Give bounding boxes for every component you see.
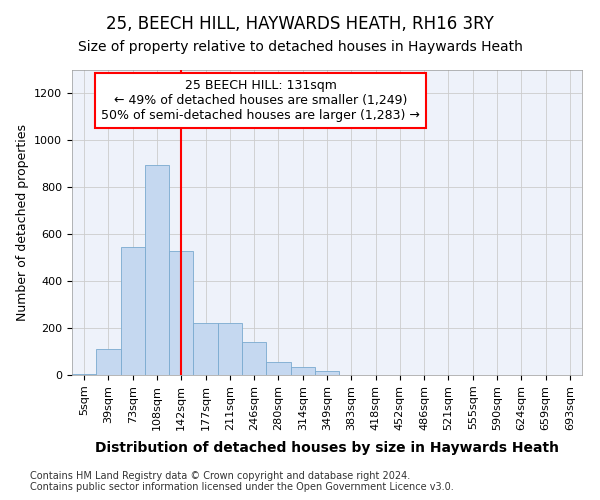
Text: 25 BEECH HILL: 131sqm
← 49% of detached houses are smaller (1,249)
50% of semi-d: 25 BEECH HILL: 131sqm ← 49% of detached … — [101, 79, 420, 122]
Bar — [72, 374, 96, 375]
Bar — [315, 371, 339, 375]
Text: Contains HM Land Registry data © Crown copyright and database right 2024.
Contai: Contains HM Land Registry data © Crown c… — [30, 471, 454, 492]
Bar — [169, 250, 193, 375]
X-axis label: Distribution of detached houses by size in Haywards Heath: Distribution of detached houses by size … — [95, 441, 559, 455]
Bar — [242, 342, 266, 375]
Text: Size of property relative to detached houses in Haywards Heath: Size of property relative to detached ho… — [77, 40, 523, 54]
Bar — [145, 165, 169, 375]
Bar — [96, 349, 121, 375]
Bar — [218, 324, 242, 375]
Bar — [266, 362, 290, 375]
Bar — [290, 367, 315, 375]
Text: 25, BEECH HILL, HAYWARDS HEATH, RH16 3RY: 25, BEECH HILL, HAYWARDS HEATH, RH16 3RY — [106, 15, 494, 33]
Y-axis label: Number of detached properties: Number of detached properties — [16, 124, 29, 321]
Bar — [121, 247, 145, 375]
Bar — [193, 324, 218, 375]
